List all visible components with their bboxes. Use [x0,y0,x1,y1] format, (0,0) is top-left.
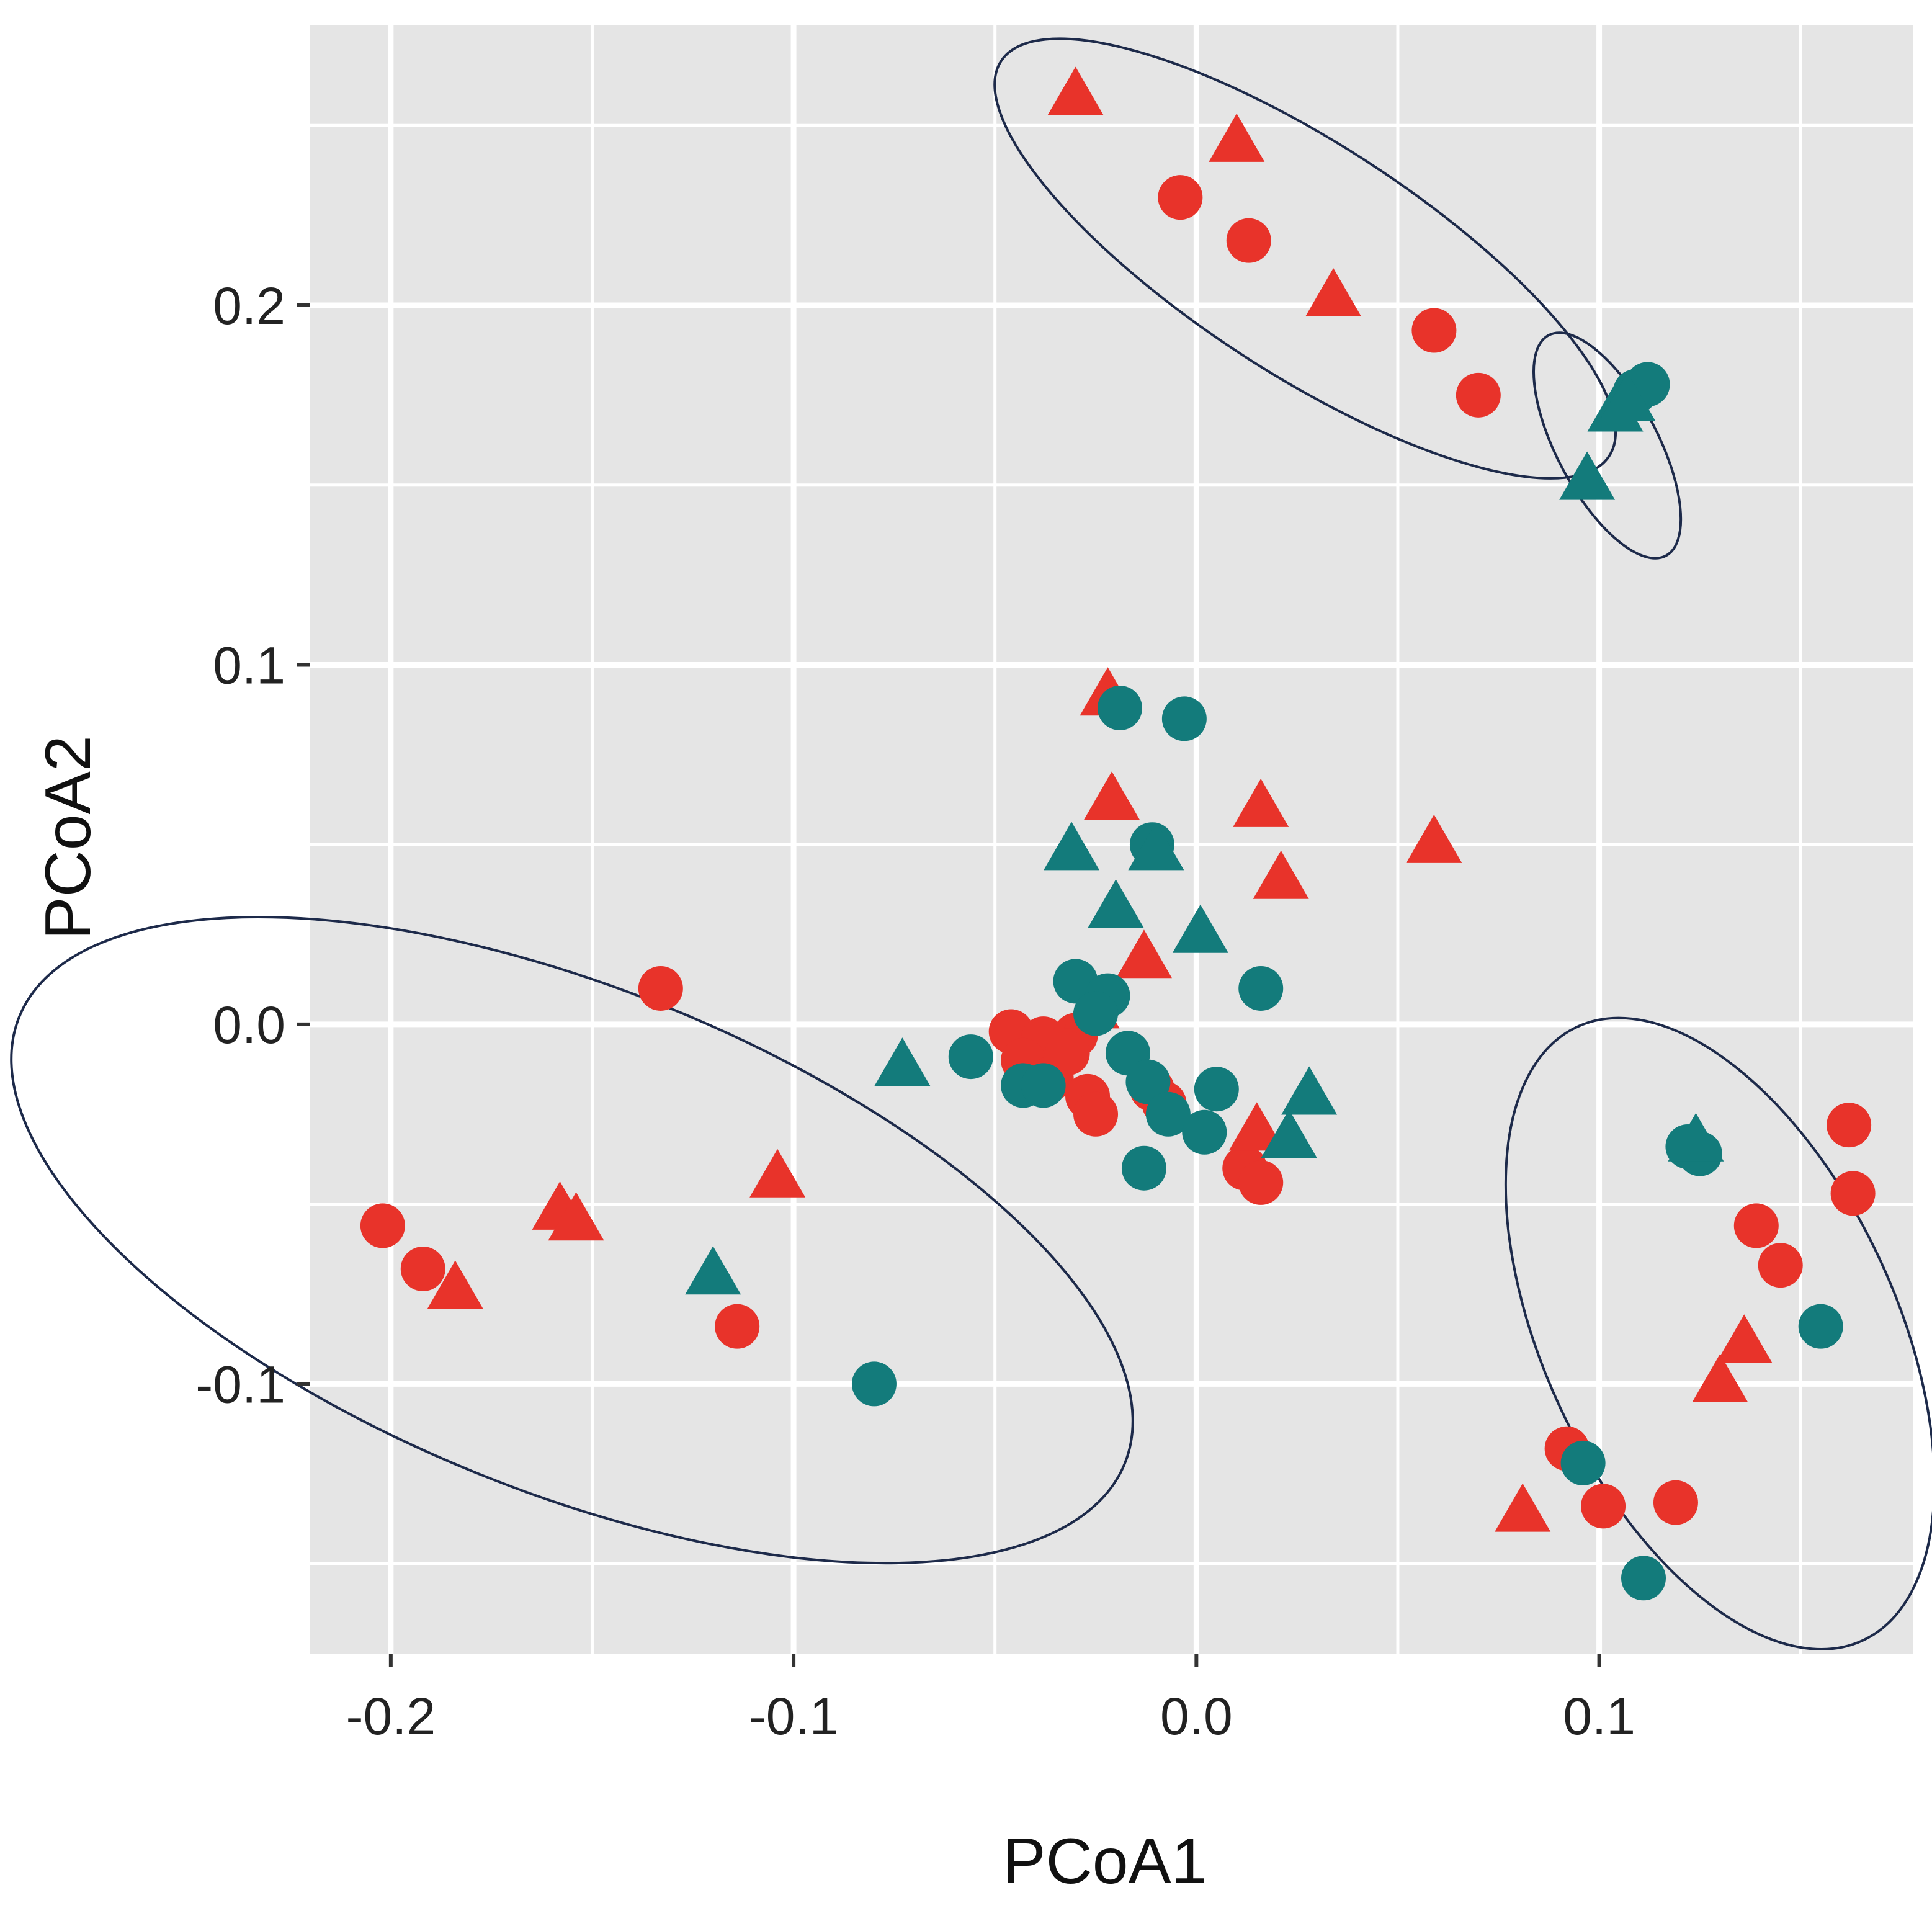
grid-minor [310,25,1913,1654]
teal-circle-point [1182,1109,1227,1155]
teal-triangle-point [1281,1066,1338,1115]
data-points [360,66,1876,1601]
teal-circle-point [1073,991,1119,1036]
red-triangle-point [749,1149,806,1198]
red-triangle-point [1406,814,1462,863]
red-triangle-point [1692,1354,1748,1403]
teal-triangle-point [1044,822,1100,871]
x-tick-label: -0.1 [749,1687,839,1745]
teal-circle-point [851,1361,897,1407]
red-triangle-point [1209,113,1265,162]
red-triangle-point [427,1260,483,1309]
red-triangle-point [1495,1483,1551,1532]
teal-circle-point [1161,696,1207,741]
teal-circle-point [1021,1063,1066,1108]
y-tick-label: 0.1 [213,636,285,694]
red-triangle-point [1233,778,1289,827]
red-circle-point [1238,1160,1284,1205]
teal-circle-point [1194,1067,1239,1112]
teal-triangle-point [1172,904,1228,953]
x-tick-label: 0.1 [1563,1687,1635,1745]
red-circle-point [360,1203,405,1248]
teal-circle-point [1097,685,1142,730]
red-circle-point [1456,372,1501,418]
red-circle-point [1581,1484,1626,1529]
x-tick-label: -0.2 [346,1687,436,1745]
y-axis-ticks: -0.1 0.0 0.1 0.2 [195,277,310,1413]
red-circle-point [400,1246,445,1291]
x-axis-ticks: -0.2 -0.1 0.0 0.1 [346,1654,1635,1745]
teal-circle-point [1560,1440,1606,1485]
red-circle-point [1733,1203,1779,1248]
y-tick-label: -0.1 [195,1355,285,1413]
red-triangle-point [1047,66,1104,115]
y-axis-title: PCoA2 [32,735,104,940]
red-circle-point [1226,218,1271,263]
red-circle-point [1827,1103,1872,1148]
teal-circle-point [1121,1145,1166,1191]
teal-circle-point [1621,1556,1666,1601]
red-circle-point [1073,1091,1119,1137]
teal-triangle-point [1599,372,1656,421]
x-tick-label: 0.0 [1160,1687,1233,1745]
red-triangle-point [1305,268,1362,317]
red-triangle-point [1084,771,1140,820]
red-circle-point [1158,175,1203,220]
teal-circle-point [1145,1091,1191,1137]
teal-triangle-point [685,1246,741,1295]
cluster-ellipse-1 [993,37,1617,480]
red-circle-point [1758,1243,1803,1288]
teal-circle-point [1125,1059,1171,1104]
red-triangle-point [1116,929,1172,979]
cluster-ellipse-4 [1504,1016,1932,1650]
red-triangle-point [1228,1102,1285,1151]
red-triangle-point [1716,1314,1773,1363]
red-circle-point [1653,1480,1698,1525]
teal-triangle-point [1559,451,1616,500]
teal-circle-point [948,1034,993,1080]
teal-triangle-point [1668,1113,1724,1162]
red-triangle-point [1253,850,1309,899]
teal-circle-point [1798,1304,1843,1349]
y-tick-label: 0.2 [213,277,285,335]
y-tick-label: 0.0 [213,996,285,1054]
teal-triangle-point [1088,879,1144,928]
red-circle-point [1045,1031,1090,1076]
red-circle-point [1411,308,1457,353]
red-circle-point [715,1304,760,1349]
red-circle-point [1830,1171,1876,1216]
teal-triangle-point [874,1037,931,1086]
x-axis-title: PCoA1 [1003,1825,1207,1897]
teal-circle-point [1238,965,1284,1011]
cluster-ellipse-2 [1532,331,1683,560]
teal-triangle-point [1261,1109,1317,1158]
plot-panel [310,25,1913,1654]
red-triangle-point [548,1192,604,1241]
red-circle-point [638,965,683,1011]
teal-triangle-point [1128,822,1184,871]
